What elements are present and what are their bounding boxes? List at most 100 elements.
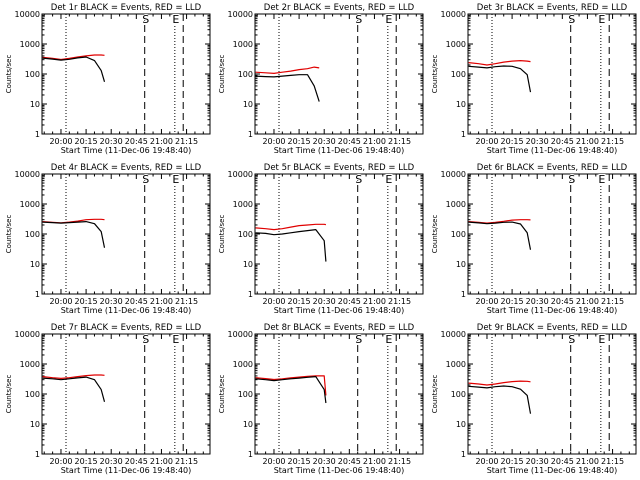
x-tick-label: 20:15 [288,457,311,466]
plot-frame [41,333,211,455]
x-tick-label: 20:15 [75,137,98,146]
panel-title: Det 5r BLACK = Events, RED = LLD [264,163,415,173]
y-tick-label: 1 [461,130,466,139]
plot-frame [41,173,211,295]
panel-title: Det 8r BLACK = Events, RED = LLD [264,323,415,333]
marker-label: E [385,333,392,346]
x-tick-label: 20:45 [338,457,361,466]
panel-title: Det 9r BLACK = Events, RED = LLD [477,323,628,333]
events-series-line [468,221,532,250]
x-tick-label: 20:15 [501,457,524,466]
y-tick-label: 1000 [20,200,40,209]
x-tick-label: 21:15 [601,137,624,146]
y-tick-label: 1 [461,290,466,299]
events-series-line [42,56,106,82]
y-axis-label: Counts/sec [5,215,13,254]
marker-label: S [142,173,149,186]
y-tick-label: 10000 [441,170,466,179]
x-axis-label: Start Time (11-Dec-06 19:48:40) [274,146,405,155]
x-tick-label: 21:00 [363,457,386,466]
x-tick-label: 20:00 [49,137,72,146]
y-tick-label: 10 [456,100,466,109]
x-tick-label: 20:00 [49,297,72,306]
x-tick-label: 21:00 [576,137,599,146]
panel-3: Det 3r BLACK = Events, RED = LLD 1 10 100 10… [431,3,637,155]
plot-frame [41,13,211,135]
panel-4: Det 4r BLACK = Events, RED = LLD 1 10 100 10… [5,163,211,315]
x-tick-label: 21:15 [388,137,411,146]
panel-title: Det 3r BLACK = Events, RED = LLD [477,3,628,13]
events-series-line [42,221,106,248]
y-tick-label: 1 [461,450,466,459]
x-tick-label: 20:45 [125,297,148,306]
y-tick-label: 100 [25,390,40,399]
events-series-line [255,376,327,404]
y-axis-label: Counts/sec [5,375,13,414]
x-tick-label: 21:00 [150,137,173,146]
x-tick-label: 20:00 [262,457,285,466]
marker-label: E [172,173,179,186]
x-tick-label: 21:15 [175,457,198,466]
x-tick-label: 20:15 [75,297,98,306]
marker-label: E [172,333,179,346]
plot-frame [254,333,424,455]
y-tick-label: 10000 [441,10,466,19]
plot-frame [467,173,637,295]
y-tick-label: 1000 [233,40,253,49]
events-series-line [468,65,532,93]
y-tick-label: 10 [456,260,466,269]
y-tick-label: 1000 [446,200,466,209]
panel-title: Det 1r BLACK = Events, RED = LLD [51,3,202,13]
y-tick-label: 10000 [15,10,40,19]
y-tick-label: 10 [30,260,40,269]
x-tick-label: 20:30 [100,137,123,146]
marker-label: E [598,13,605,26]
x-tick-label: 21:00 [150,457,173,466]
x-tick-label: 20:30 [526,297,549,306]
marker-label: S [568,173,575,186]
x-tick-label: 20:00 [262,137,285,146]
lld-series-line [42,374,105,379]
x-tick-label: 21:15 [175,297,198,306]
panel-title: Det 2r BLACK = Events, RED = LLD [264,3,415,13]
y-tick-label: 10 [243,100,253,109]
marker-label: E [598,333,605,346]
marker-label: E [385,173,392,186]
x-tick-label: 21:15 [601,457,624,466]
panel-2: Det 2r BLACK = Events, RED = LLD 1 10 100 10… [218,3,424,155]
x-axis-label: Start Time (11-Dec-06 19:48:40) [61,146,192,155]
x-axis-label: Start Time (11-Dec-06 19:48:40) [274,466,405,475]
y-axis-label: Counts/sec [218,375,226,414]
x-tick-label: 20:15 [501,297,524,306]
x-tick-label: 20:00 [475,457,498,466]
plot-frame [254,13,424,135]
y-tick-label: 100 [451,70,466,79]
x-tick-label: 20:15 [75,457,98,466]
y-tick-label: 100 [451,390,466,399]
marker-label: E [385,13,392,26]
panel-9: Det 9r BLACK = Events, RED = LLD 1 10 100 10… [431,323,637,475]
y-tick-label: 1000 [446,360,466,369]
y-axis-label: Counts/sec [5,55,13,94]
y-tick-label: 10000 [228,10,253,19]
y-tick-label: 1000 [233,360,253,369]
y-tick-label: 10 [243,260,253,269]
panel-title: Det 4r BLACK = Events, RED = LLD [51,163,202,173]
y-tick-label: 10000 [228,170,253,179]
x-tick-label: 20:00 [49,457,72,466]
y-tick-label: 100 [238,230,253,239]
marker-label: S [355,13,362,26]
x-axis-label: Start Time (11-Dec-06 19:48:40) [487,306,618,315]
x-tick-label: 21:00 [576,297,599,306]
lld-series-line [255,223,327,231]
x-tick-label: 21:00 [150,297,173,306]
y-tick-label: 1 [248,290,253,299]
y-tick-label: 100 [25,70,40,79]
events-series-line [42,376,106,402]
y-tick-label: 1000 [20,360,40,369]
y-axis-label: Counts/sec [218,215,226,254]
x-tick-label: 20:45 [338,137,361,146]
panel-8: Det 8r BLACK = Events, RED = LLD 1 10 100 10… [218,323,424,475]
y-tick-label: 10 [243,420,253,429]
